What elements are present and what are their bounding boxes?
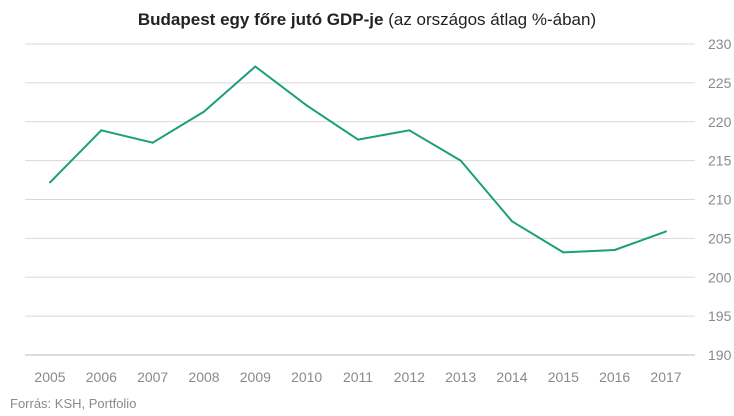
chart-title: Budapest egy főre jutó GDP-je (az ország… (0, 10, 734, 30)
y-tick-label-220: 220 (708, 114, 732, 130)
data-point-2007 (151, 141, 154, 144)
series-group (49, 65, 667, 254)
x-tick-label-2010: 2010 (291, 369, 322, 385)
data-point-2012 (408, 129, 411, 132)
data-point-2016 (613, 249, 616, 252)
y-axis-ticks: 190 195 200 205 210 215 220 225 230 (708, 36, 732, 363)
x-tick-label-2014: 2014 (496, 369, 527, 385)
data-point-2015 (562, 251, 565, 254)
data-point-2006 (100, 129, 103, 132)
x-tick-label-2013: 2013 (445, 369, 476, 385)
data-point-2011 (357, 138, 359, 141)
y-tick-label-205: 205 (708, 230, 732, 246)
x-tick-label-2007: 2007 (137, 369, 168, 385)
x-axis-ticks: 2005 2006 2007 2008 2009 2010 2011 2012 2013 2014… (34, 369, 681, 385)
data-point-2009 (254, 65, 257, 68)
y-tick-label-225: 225 (708, 75, 732, 91)
x-tick-label-2006: 2006 (86, 369, 117, 385)
data-point-2017 (665, 230, 667, 233)
gridlines (25, 43, 695, 356)
y-tick-label-215: 215 (708, 153, 732, 169)
data-point-2013 (459, 159, 462, 162)
x-tick-label-2011: 2011 (343, 369, 373, 385)
y-tick-label-195: 195 (708, 308, 732, 324)
data-point-2010 (305, 104, 308, 107)
x-tick-label-2009: 2009 (240, 369, 271, 385)
chart-title-main: Budapest egy főre jutó GDP-je (137, 10, 384, 29)
x-tick-label-2012: 2012 (394, 369, 425, 385)
data-point-2005 (49, 181, 51, 184)
chart-title-subtitle: (az országos átlag %-ában) (388, 10, 597, 29)
x-tick-label-2017: 2017 (650, 369, 681, 385)
y-tick-label-200: 200 (708, 269, 732, 285)
data-point-2008 (203, 110, 205, 113)
y-tick-label-230: 230 (708, 36, 732, 52)
x-tick-label-2008: 2008 (188, 369, 219, 385)
x-tick-label-2016: 2016 (599, 369, 630, 385)
data-point-2014 (511, 220, 513, 223)
y-tick-label-210: 210 (708, 192, 732, 208)
y-tick-label-190: 190 (708, 347, 732, 363)
x-tick-label-2005: 2005 (34, 369, 65, 385)
x-tick-label-2015: 2015 (548, 369, 579, 385)
series-line-0 (49, 65, 667, 254)
source-note: Forrás: KSH, Portfolio (10, 396, 137, 411)
